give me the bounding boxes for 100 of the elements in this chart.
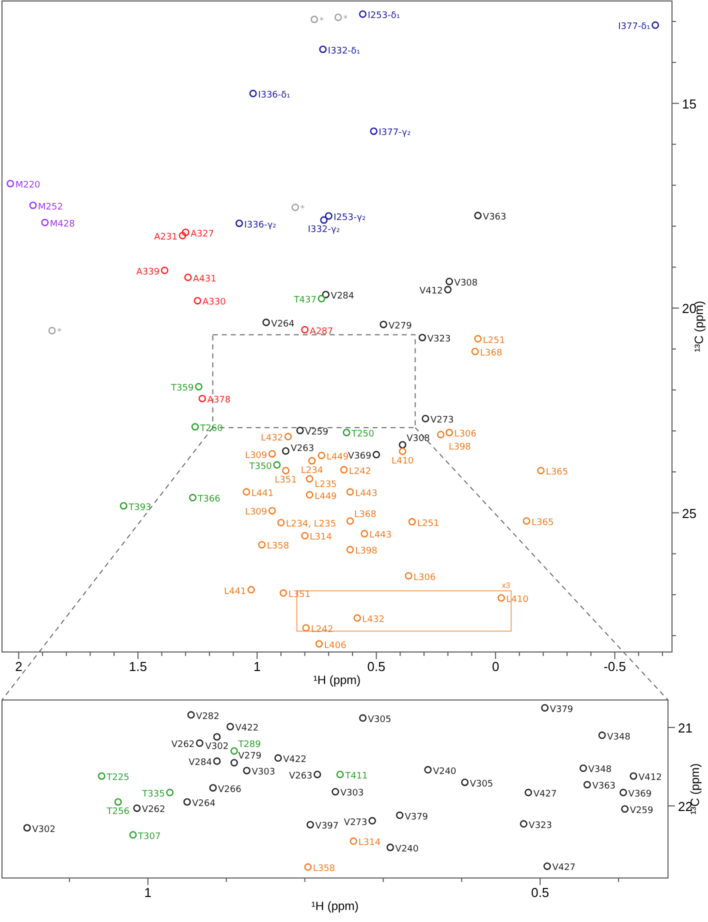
data-label: V273 <box>430 416 454 426</box>
data-label: L365 <box>546 468 568 478</box>
point <box>310 16 318 24</box>
data-label: L398 <box>448 442 472 453</box>
annotation: x3 <box>502 580 511 590</box>
data-label: L398 <box>355 546 378 557</box>
data-label: A327 <box>190 229 214 240</box>
data-label: V363 <box>592 782 616 792</box>
data-label: T289 <box>237 740 262 750</box>
x-tick-label: 1 <box>254 659 261 674</box>
point <box>583 780 591 788</box>
point <box>41 218 49 226</box>
point <box>282 447 290 455</box>
point <box>301 326 309 334</box>
point <box>474 212 482 220</box>
point <box>418 334 426 342</box>
point <box>498 594 506 602</box>
data-label: V279 <box>238 752 262 762</box>
data-label: L432 <box>260 434 284 444</box>
data-label: L306 <box>454 430 477 440</box>
point <box>336 770 344 778</box>
data-label: L365 <box>532 518 554 528</box>
data-label: L309 <box>244 450 268 461</box>
point <box>372 450 380 458</box>
y-tick-label: 20 <box>682 301 696 316</box>
point <box>98 772 106 780</box>
point <box>187 711 195 719</box>
point <box>284 432 292 440</box>
data-label: V284 <box>330 292 354 302</box>
data-label: I377-γ₂ <box>378 128 412 138</box>
point <box>380 320 388 328</box>
point <box>346 546 354 554</box>
data-label: L235 <box>314 480 337 490</box>
data-label: A287 <box>310 326 334 337</box>
point <box>230 758 238 766</box>
point <box>314 770 322 778</box>
point <box>520 820 528 828</box>
data-label: T256 <box>106 806 130 817</box>
data-label: T350 <box>248 462 272 472</box>
data-label: V264 <box>271 319 295 330</box>
point <box>350 837 358 845</box>
data-label: L306 <box>414 572 436 583</box>
data-label: L368 <box>354 510 377 520</box>
data-label: L432 <box>362 615 384 626</box>
point <box>301 532 309 540</box>
data-label: V259 <box>305 427 329 438</box>
data-label: L314 <box>358 838 381 848</box>
point <box>129 831 137 839</box>
data-label: V282 <box>196 712 220 722</box>
point <box>120 502 128 510</box>
point <box>306 491 314 499</box>
point <box>262 318 270 326</box>
data-label: V305 <box>368 715 392 726</box>
point <box>359 10 366 18</box>
data-label: V305 <box>470 779 494 790</box>
point <box>318 452 326 460</box>
point <box>652 21 660 29</box>
data-label: I336-δ₁ <box>258 90 291 101</box>
point <box>386 844 394 852</box>
data-label: T225 <box>106 773 130 784</box>
x-tick-label: 0.5 <box>531 885 550 900</box>
point <box>183 798 191 806</box>
point <box>580 764 588 772</box>
point <box>324 212 332 220</box>
point <box>360 530 368 538</box>
data-label: I332-δ₁ <box>328 46 361 56</box>
point <box>258 540 266 548</box>
point <box>268 507 276 514</box>
data-label: * <box>343 14 348 24</box>
point <box>398 441 406 449</box>
point <box>213 733 221 741</box>
point <box>249 90 257 98</box>
point <box>320 216 328 224</box>
point <box>541 704 549 712</box>
data-label: V273 <box>344 818 368 828</box>
point <box>277 518 285 526</box>
x-tick-label: 0.5 <box>367 659 386 674</box>
point <box>370 127 378 135</box>
point <box>304 863 312 871</box>
data-label: L234, L235 <box>286 520 336 530</box>
point <box>471 348 479 356</box>
point <box>424 766 432 774</box>
data-label: L351 <box>274 476 297 486</box>
data-label: L309 <box>244 508 268 518</box>
data-label: L443 <box>369 530 392 541</box>
point <box>334 14 342 22</box>
point <box>522 517 530 525</box>
y-tick-label: 15 <box>682 96 696 112</box>
point <box>114 798 122 806</box>
x-tick-label: -0.5 <box>604 659 626 674</box>
data-label: V302 <box>205 742 229 752</box>
data-label: V379 <box>404 812 428 822</box>
data-label: V412 <box>638 773 662 784</box>
data-label: L358 <box>266 542 290 552</box>
point <box>398 448 406 456</box>
data-label: L368 <box>480 348 503 358</box>
data-label: V240 <box>395 844 419 854</box>
point <box>160 266 168 274</box>
data-label: V264 <box>192 798 216 809</box>
point <box>166 788 174 796</box>
